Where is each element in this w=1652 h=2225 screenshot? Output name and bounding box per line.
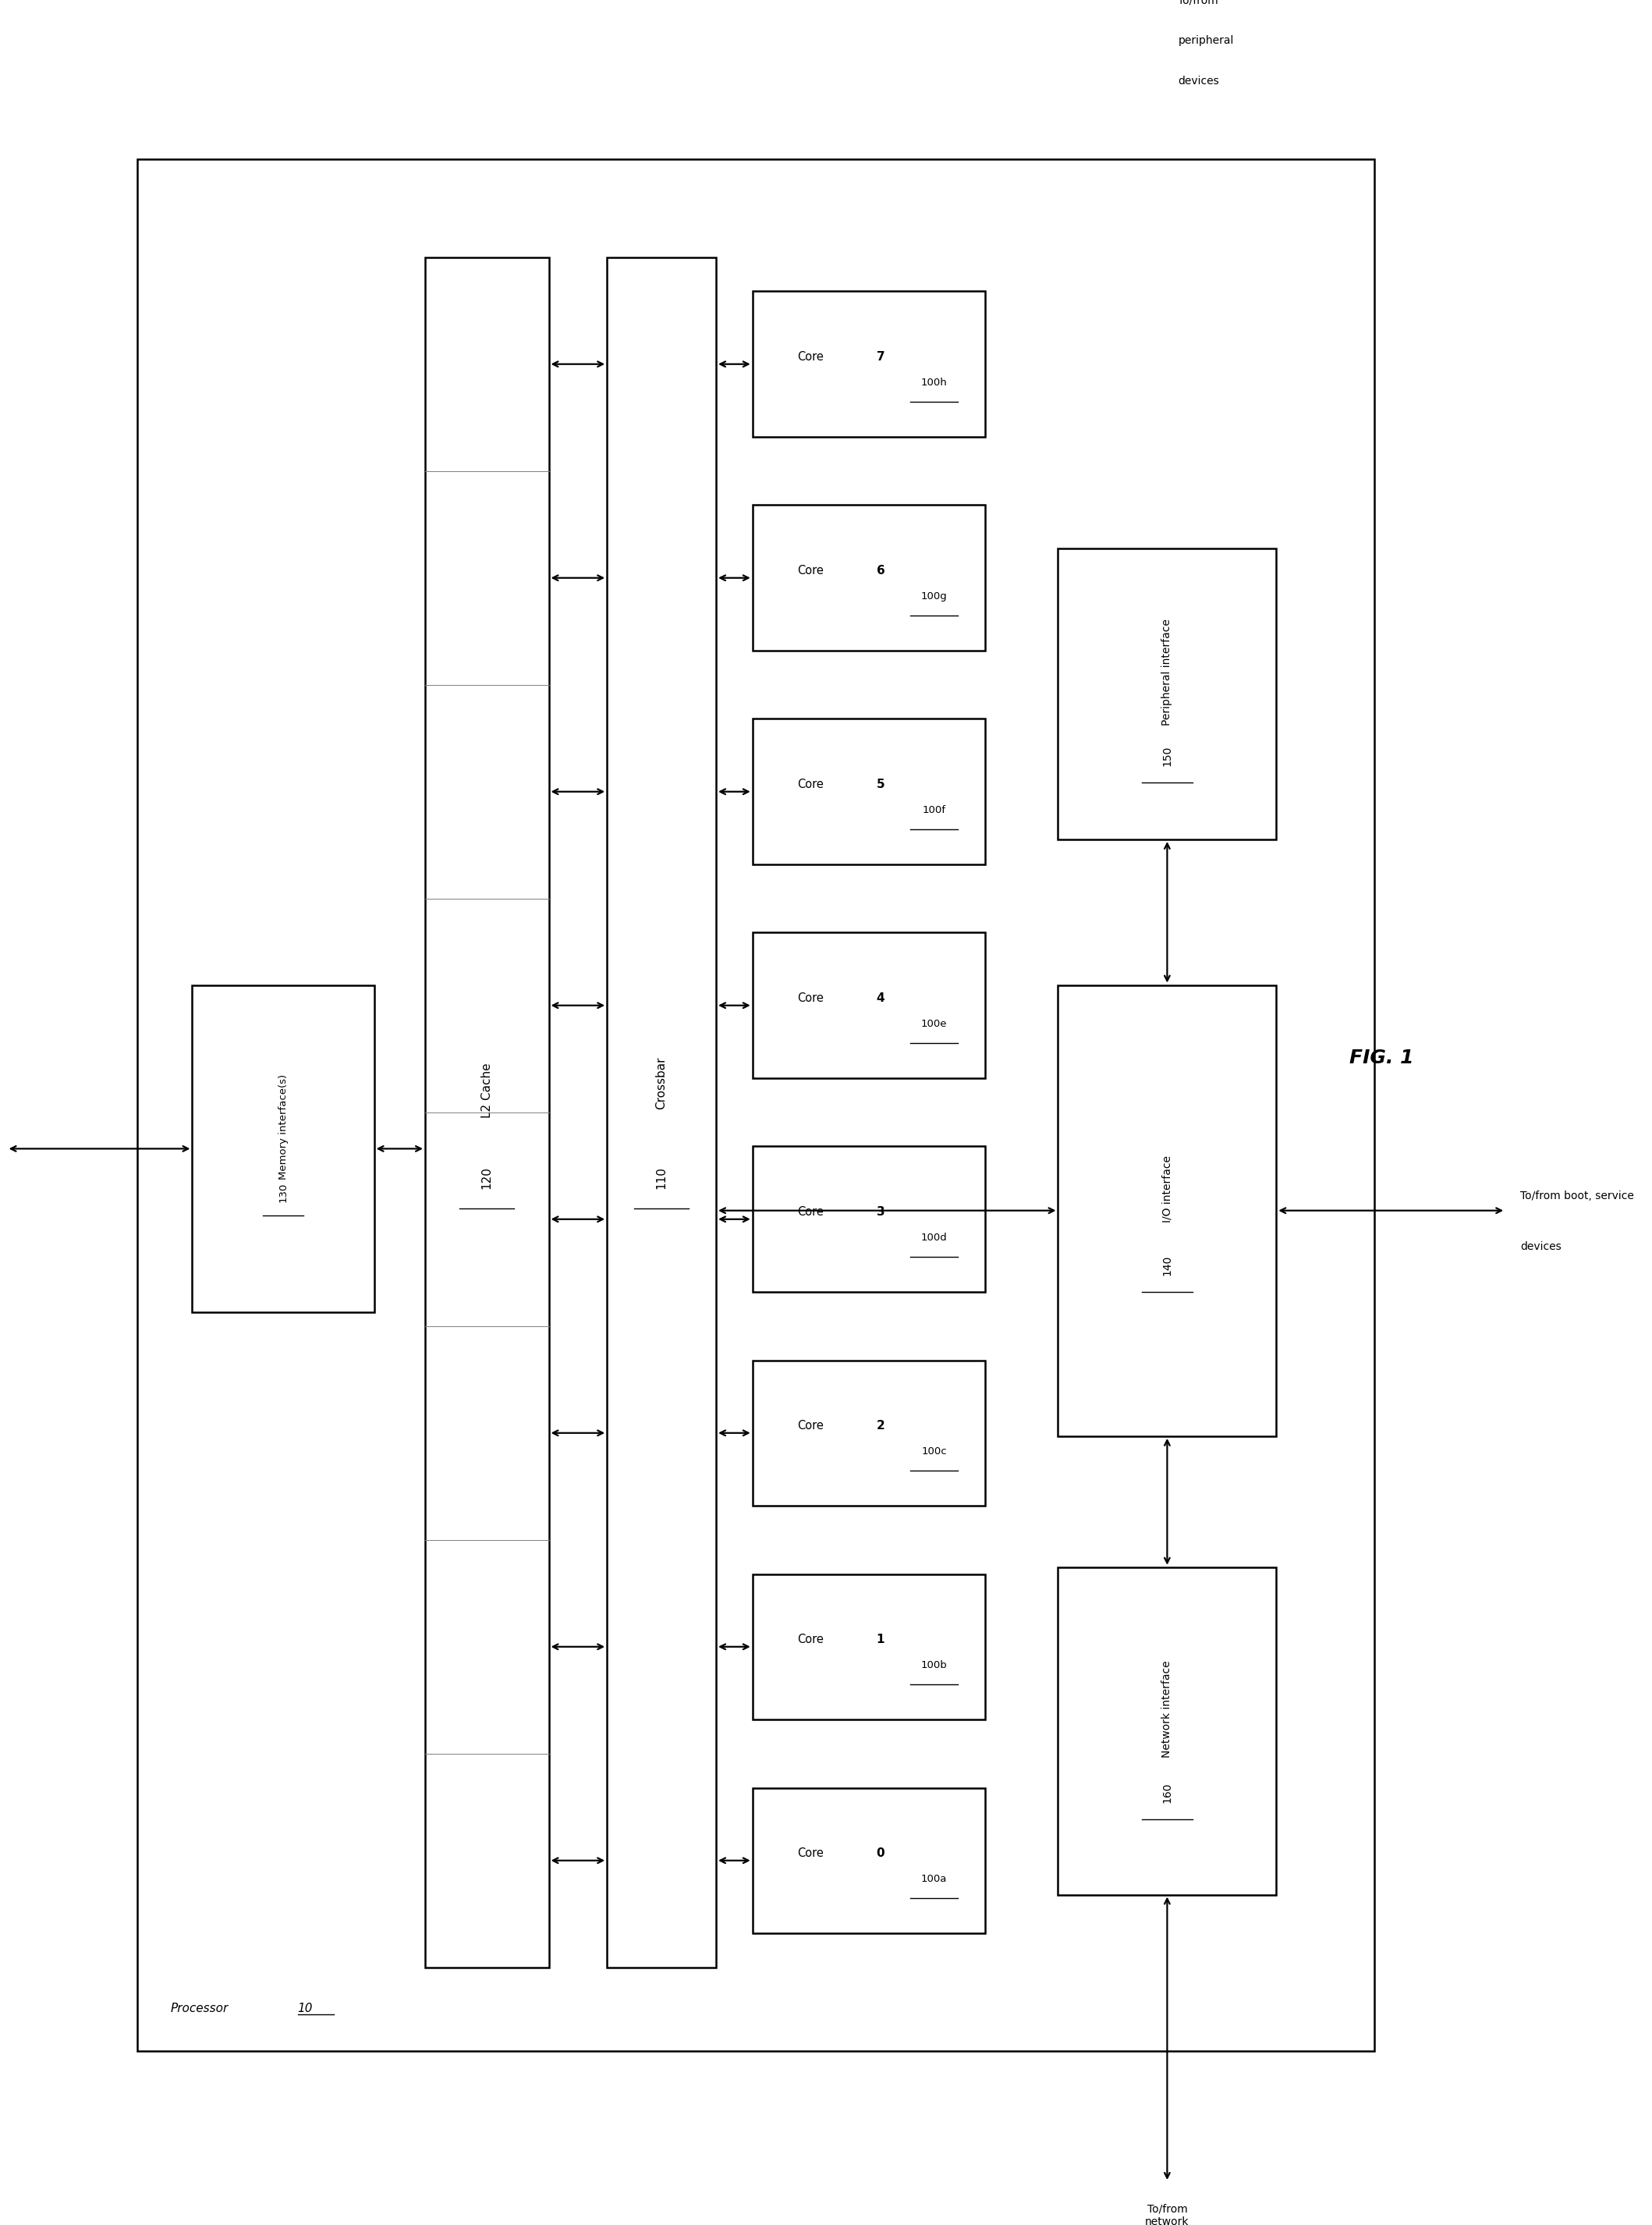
Text: 3: 3 — [876, 1206, 885, 1217]
Text: Crossbar: Crossbar — [656, 1057, 667, 1110]
Text: 4: 4 — [876, 992, 885, 1003]
Text: To/from: To/from — [1178, 0, 1219, 7]
Text: 100d: 100d — [920, 1233, 947, 1242]
Bar — [192, 986, 373, 1313]
Text: 100h: 100h — [920, 378, 947, 387]
Text: 10: 10 — [297, 2003, 312, 2014]
Text: 100e: 100e — [922, 1019, 947, 1028]
Bar — [752, 719, 985, 866]
Text: peripheral: peripheral — [1178, 36, 1234, 47]
Bar — [1057, 1566, 1277, 1896]
Bar — [425, 258, 548, 1967]
Text: To/from
network: To/from network — [1145, 2205, 1189, 2225]
Text: FIG. 1: FIG. 1 — [1350, 1048, 1414, 1068]
Text: 2: 2 — [876, 1420, 885, 1431]
Text: 100b: 100b — [920, 1660, 947, 1671]
Bar — [1057, 986, 1277, 1435]
Text: Network interface: Network interface — [1161, 1660, 1173, 1758]
Text: devices: devices — [1520, 1242, 1561, 1253]
Text: Core: Core — [798, 565, 824, 576]
Text: Core: Core — [798, 1206, 824, 1217]
Text: To/from boot, service: To/from boot, service — [1520, 1190, 1634, 1202]
Text: Core: Core — [798, 352, 824, 363]
Text: 100a: 100a — [922, 1873, 947, 1885]
Text: Core: Core — [798, 1847, 824, 1860]
Bar — [752, 1787, 985, 1934]
Text: 0: 0 — [876, 1847, 885, 1860]
Text: Core: Core — [798, 1633, 824, 1644]
Bar — [752, 1359, 985, 1506]
Text: 150: 150 — [1161, 745, 1173, 765]
Text: 6: 6 — [876, 565, 885, 576]
Text: 1: 1 — [877, 1633, 884, 1644]
Text: Core: Core — [798, 992, 824, 1003]
Text: Peripheral interface: Peripheral interface — [1161, 619, 1173, 725]
Bar — [752, 932, 985, 1079]
Text: Core: Core — [798, 779, 824, 790]
Bar — [137, 158, 1374, 2051]
Bar — [752, 1573, 985, 1720]
Text: 130: 130 — [278, 1181, 287, 1202]
Bar — [606, 258, 715, 1967]
Text: 5: 5 — [876, 779, 885, 790]
Bar — [752, 505, 985, 650]
Text: 110: 110 — [656, 1166, 667, 1188]
Text: 140: 140 — [1161, 1255, 1173, 1275]
Bar — [1057, 547, 1277, 839]
Bar — [752, 1146, 985, 1293]
Text: Processor: Processor — [170, 2003, 228, 2014]
Text: 100c: 100c — [922, 1446, 947, 1455]
Text: I/O interface: I/O interface — [1161, 1155, 1173, 1222]
Text: 7: 7 — [876, 352, 885, 363]
Text: Core: Core — [798, 1420, 824, 1431]
Text: devices: devices — [1178, 76, 1219, 87]
Text: 100g: 100g — [920, 592, 947, 601]
Text: Memory interface(s): Memory interface(s) — [278, 1075, 287, 1179]
Text: 160: 160 — [1161, 1782, 1173, 1802]
Text: L2 Cache: L2 Cache — [481, 1064, 492, 1117]
Text: 120: 120 — [481, 1166, 492, 1188]
Text: 100f: 100f — [922, 805, 945, 814]
Bar — [752, 291, 985, 436]
